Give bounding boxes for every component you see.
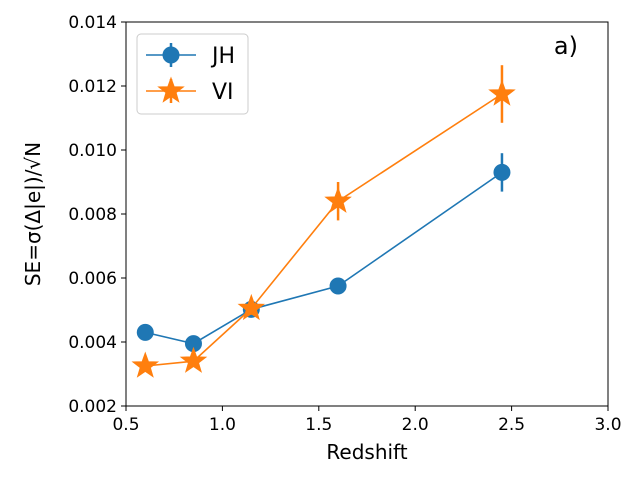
y-tick-label: 0.002: [68, 397, 117, 417]
legend-marker-vi: [157, 76, 185, 103]
data-point-vi: [131, 351, 160, 378]
x-tick-label: 3.0: [594, 415, 621, 435]
data-point-vi: [488, 79, 516, 106]
data-point-vi: [324, 186, 352, 213]
data-point-jh: [136, 323, 154, 341]
x-tick-label: 1.0: [209, 415, 236, 435]
y-axis-label: SE=σ(Δ|e|)/√N: [21, 142, 45, 286]
legend: JH VI: [136, 33, 249, 115]
x-tick-label: 2.0: [402, 415, 429, 435]
data-point-jh: [329, 277, 347, 295]
plot-content: [131, 65, 516, 378]
x-axis-label: Redshift: [326, 440, 407, 464]
y-tick-label: 0.012: [68, 77, 117, 97]
y-tick-label: 0.006: [68, 269, 117, 289]
x-tick-label: 0.5: [112, 415, 139, 435]
x-tick-label: 1.5: [305, 415, 332, 435]
series-vi: [131, 65, 516, 378]
data-point-vi: [179, 346, 208, 373]
y-tick-label: 0.008: [68, 205, 117, 225]
legend-marker-jh: [162, 46, 180, 64]
y-tick-label: 0.004: [68, 333, 117, 353]
data-point-jh: [493, 163, 511, 181]
series-line-vi: [145, 93, 503, 367]
y-tick-label: 0.010: [68, 141, 117, 161]
legend-label-jh: JH: [210, 44, 235, 69]
series-jh: [136, 153, 511, 353]
data-point-vi: [237, 293, 266, 321]
x-tick-label: 2.5: [498, 415, 525, 435]
axis-ticks: 0.5 1.0 1.5 2.0 2.5 3.0 0.002 0.004 0.006 0.008 0.…: [68, 13, 621, 435]
panel-label: a): [554, 32, 578, 60]
y-tick-label: 0.014: [68, 13, 117, 33]
legend-label-vi: VI: [212, 80, 234, 105]
series-line-jh: [145, 171, 503, 345]
